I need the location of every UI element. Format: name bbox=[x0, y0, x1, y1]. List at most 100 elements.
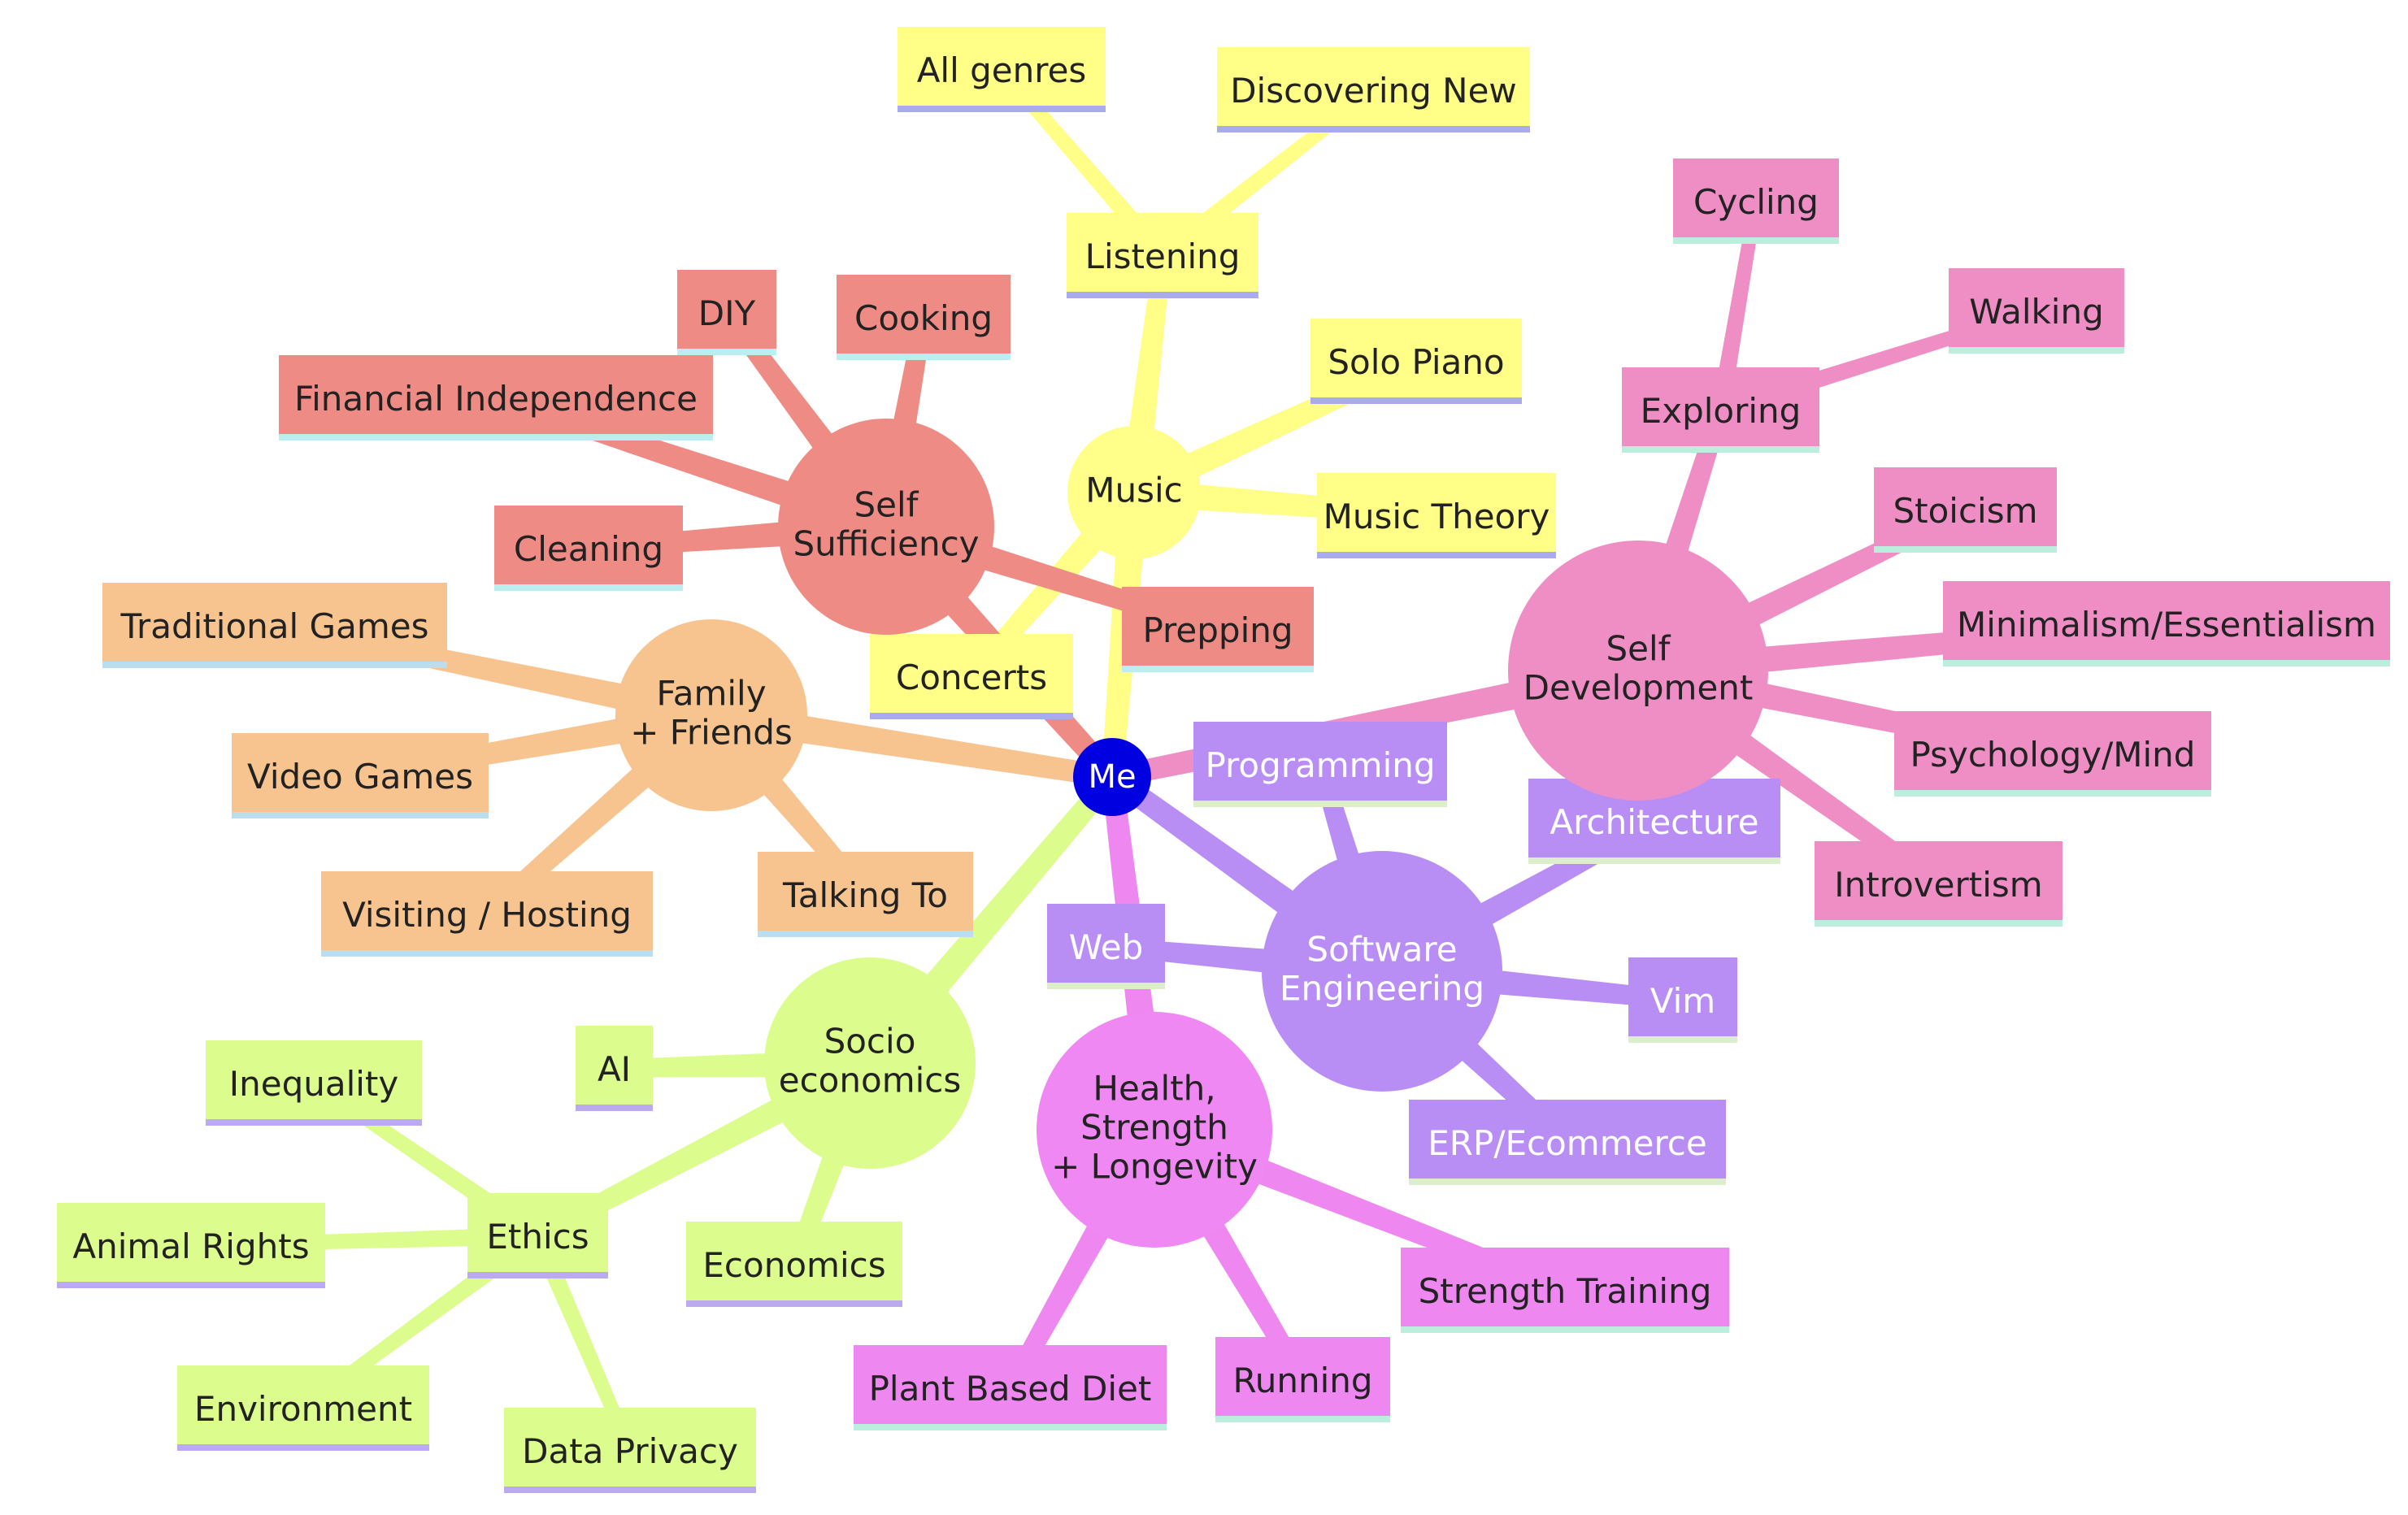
leaf-node-label: ERP/Ecommerce bbox=[1428, 1123, 1706, 1163]
leaf-node-label: Stoicism bbox=[1893, 491, 2037, 531]
leaf-node-stoicism[interactable]: Stoicism bbox=[1874, 467, 2057, 553]
branch-node-label: Socio bbox=[824, 1022, 916, 1061]
leaf-node-label: Solo Piano bbox=[1328, 342, 1504, 382]
leaf-node-underline bbox=[870, 713, 1073, 719]
leaf-node-label: Discovering New bbox=[1230, 71, 1517, 111]
leaf-node-talking-to[interactable]: Talking To bbox=[758, 852, 973, 937]
leaf-node-walking[interactable]: Walking bbox=[1949, 268, 2124, 354]
leaf-node-all-genres[interactable]: All genres bbox=[898, 27, 1106, 112]
branch-node-circle bbox=[764, 957, 976, 1169]
root-node[interactable]: Me bbox=[1073, 738, 1151, 816]
leaf-node-cleaning[interactable]: Cleaning bbox=[494, 506, 683, 591]
leaf-node-data-privacy[interactable]: Data Privacy bbox=[504, 1408, 756, 1493]
leaf-node-box bbox=[494, 506, 683, 591]
leaf-node-box bbox=[1122, 587, 1314, 672]
branch-node-label: + Friends bbox=[630, 713, 793, 753]
leaf-node-economics[interactable]: Economics bbox=[686, 1222, 902, 1307]
leaf-node-label: Economics bbox=[702, 1245, 885, 1285]
leaf-node-traditional-games[interactable]: Traditional Games bbox=[102, 583, 447, 668]
leaf-node-box bbox=[279, 355, 713, 441]
leaf-node-psychology-mind[interactable]: Psychology/Mind bbox=[1894, 711, 2211, 797]
leaf-node-erp-ecommerce[interactable]: ERP/Ecommerce bbox=[1409, 1100, 1726, 1185]
leaf-node-prepping[interactable]: Prepping bbox=[1122, 587, 1314, 672]
leaf-node-underline bbox=[837, 354, 1011, 360]
leaf-node-video-games[interactable]: Video Games bbox=[232, 733, 489, 818]
branch-node-family-friends[interactable]: Family+ Friends bbox=[615, 619, 807, 811]
leaf-node-programming[interactable]: Programming bbox=[1193, 722, 1447, 807]
leaf-node-box bbox=[1949, 268, 2124, 354]
leaf-node-box bbox=[1943, 581, 2390, 666]
leaf-node-box bbox=[576, 1026, 653, 1111]
leaf-node-cooking[interactable]: Cooking bbox=[837, 275, 1011, 360]
leaf-node-underline bbox=[1047, 983, 1165, 989]
branch-node-label: Software bbox=[1306, 930, 1457, 970]
edge-cycling bbox=[1711, 200, 1763, 412]
mindmap-nodes: Listening All genres Discovering New Solo P… bbox=[57, 27, 2390, 1493]
branch-node-label: economics bbox=[779, 1061, 962, 1100]
branch-node-label: Self bbox=[854, 485, 919, 525]
leaf-node-label: DIY bbox=[698, 293, 756, 333]
leaf-node-underline bbox=[576, 1105, 653, 1111]
leaf-node-financial-independence[interactable]: Financial Independence bbox=[279, 355, 713, 441]
leaf-node-environment[interactable]: Environment bbox=[177, 1365, 429, 1451]
leaf-node-label: Minimalism/Essentialism bbox=[1957, 605, 2376, 645]
leaf-node-inequality[interactable]: Inequality bbox=[206, 1040, 422, 1126]
leaf-node-web[interactable]: Web bbox=[1047, 904, 1165, 989]
leaf-node-label: Cleaning bbox=[514, 529, 663, 569]
leaf-node-label: Architecture bbox=[1550, 802, 1758, 842]
leaf-node-underline bbox=[57, 1282, 325, 1288]
leaf-node-box bbox=[504, 1408, 756, 1493]
leaf-node-cycling[interactable]: Cycling bbox=[1673, 158, 1839, 244]
leaf-node-strength-training[interactable]: Strength Training bbox=[1401, 1248, 1729, 1333]
leaf-node-vim[interactable]: Vim bbox=[1628, 957, 1737, 1043]
edge-all-genres bbox=[996, 65, 1170, 262]
leaf-node-plant-based-diet[interactable]: Plant Based Diet bbox=[854, 1345, 1167, 1430]
leaf-node-box bbox=[321, 871, 653, 957]
leaf-node-underline bbox=[1122, 666, 1314, 672]
leaf-node-diy[interactable]: DIY bbox=[677, 270, 776, 355]
leaf-node-running[interactable]: Running bbox=[1215, 1337, 1390, 1422]
leaf-node-exploring[interactable]: Exploring bbox=[1622, 367, 1819, 453]
leaf-node-discovering-new[interactable]: Discovering New bbox=[1217, 47, 1530, 132]
branch-node-label: Strength bbox=[1080, 1108, 1228, 1148]
leaf-node-label: Running bbox=[1232, 1361, 1372, 1400]
leaf-node-label: Music Theory bbox=[1324, 497, 1550, 536]
edge-data-privacy bbox=[529, 1232, 637, 1453]
leaf-node-introvertism[interactable]: Introvertism bbox=[1815, 841, 2062, 927]
root-node-circle bbox=[1073, 738, 1151, 816]
leaf-node-label: All genres bbox=[917, 50, 1087, 90]
branch-node-label: Engineering bbox=[1280, 969, 1484, 1009]
branch-node-circle bbox=[615, 619, 807, 811]
leaf-node-box bbox=[1673, 158, 1839, 244]
leaf-node-box bbox=[1193, 722, 1447, 807]
leaf-node-ethics[interactable]: Ethics bbox=[467, 1193, 608, 1278]
leaf-node-underline bbox=[1874, 546, 2057, 553]
branch-node-circle bbox=[1508, 540, 1768, 801]
leaf-node-box bbox=[1628, 957, 1737, 1043]
leaf-node-listening[interactable]: Listening bbox=[1067, 213, 1258, 298]
leaf-node-label: Video Games bbox=[247, 757, 473, 797]
leaf-node-label: Cycling bbox=[1693, 182, 1819, 222]
leaf-node-visiting-hosting[interactable]: Visiting / Hosting bbox=[321, 871, 653, 957]
leaf-node-concerts[interactable]: Concerts bbox=[870, 634, 1073, 719]
leaf-node-box bbox=[177, 1365, 429, 1451]
leaf-node-label: Prepping bbox=[1142, 610, 1293, 650]
leaf-node-solo-piano[interactable]: Solo Piano bbox=[1310, 319, 1522, 404]
leaf-node-label: Programming bbox=[1205, 745, 1435, 785]
leaf-node-ai[interactable]: AI bbox=[576, 1026, 653, 1111]
leaf-node-underline bbox=[321, 950, 653, 957]
branch-node-music[interactable]: Music bbox=[1067, 426, 1201, 559]
leaf-node-animal-rights[interactable]: Animal Rights bbox=[57, 1203, 325, 1288]
leaf-node-minimalism-essentialism[interactable]: Minimalism/Essentialism bbox=[1943, 581, 2390, 666]
leaf-node-music-theory[interactable]: Music Theory bbox=[1317, 473, 1556, 558]
leaf-node-label: Traditional Games bbox=[120, 606, 429, 646]
leaf-node-label: Visiting / Hosting bbox=[342, 895, 632, 935]
leaf-node-box bbox=[686, 1222, 902, 1307]
branch-node-health[interactable]: Health,Strength+ Longevity bbox=[1037, 1012, 1272, 1248]
leaf-node-label: Strength Training bbox=[1419, 1271, 1712, 1311]
leaf-node-underline bbox=[177, 1444, 429, 1451]
